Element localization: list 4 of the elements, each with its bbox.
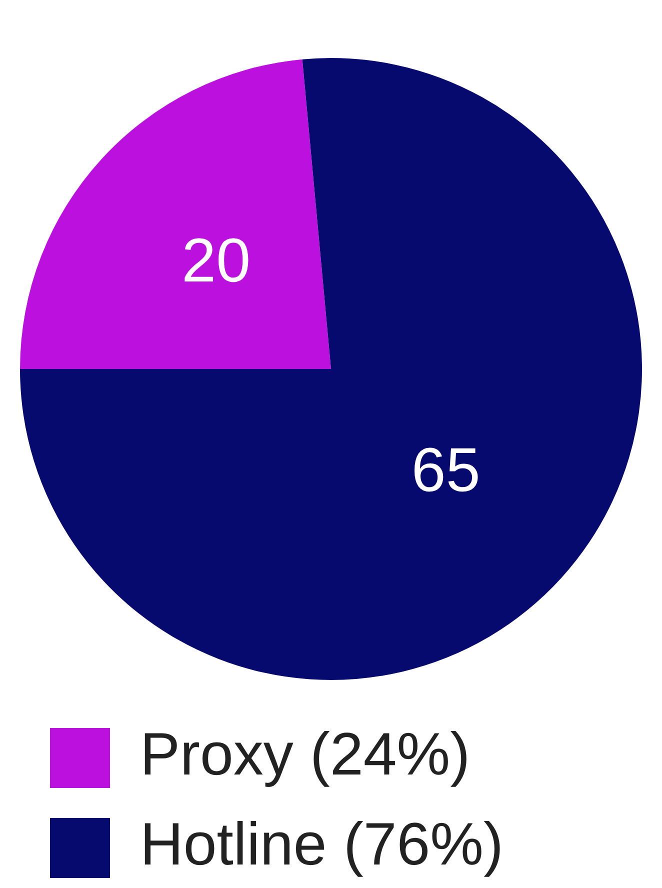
legend-label: Hotline (76%) — [140, 810, 504, 878]
data-label: 65 — [411, 436, 480, 505]
legend-label: Proxy (24%) — [140, 720, 470, 788]
data-label: 20 — [182, 226, 251, 296]
